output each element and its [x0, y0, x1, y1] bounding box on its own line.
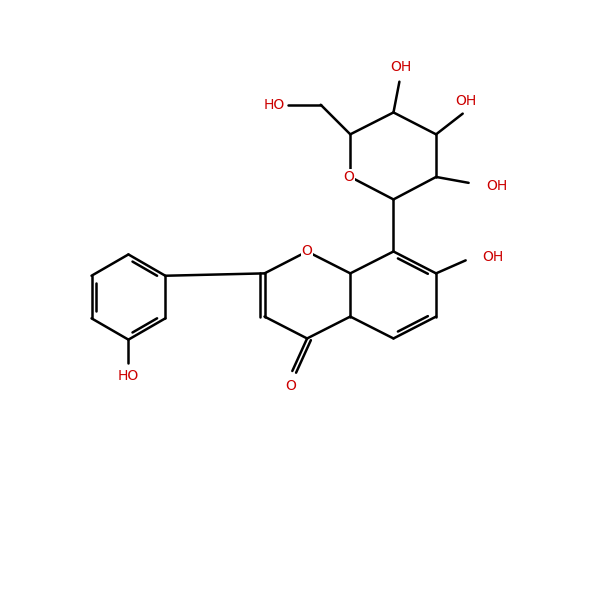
- Text: HO: HO: [118, 370, 139, 383]
- Text: OH: OH: [487, 179, 508, 193]
- Text: O: O: [344, 170, 355, 184]
- Text: O: O: [286, 379, 296, 393]
- Text: OH: OH: [482, 250, 503, 265]
- Text: OH: OH: [455, 94, 476, 107]
- Text: O: O: [302, 244, 313, 259]
- Text: OH: OH: [390, 60, 411, 74]
- Text: HO: HO: [264, 98, 285, 112]
